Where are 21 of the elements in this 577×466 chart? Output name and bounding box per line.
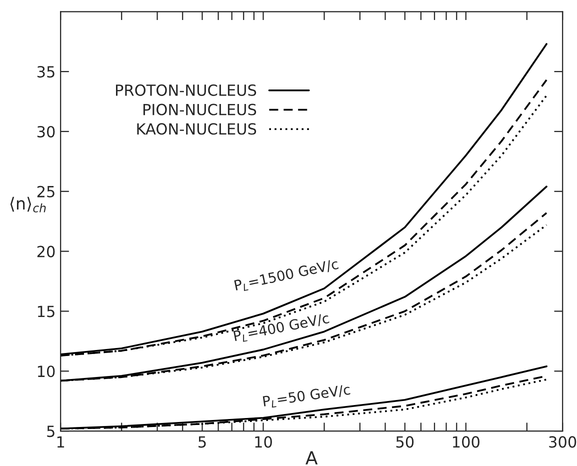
- x-tick-label: 5: [198, 436, 206, 448]
- legend-label: PROTON-NUCLEUS: [116, 84, 256, 96]
- x-axis-title: A: [306, 451, 318, 464]
- x-tick-label: 100: [452, 436, 480, 448]
- y-tick-label: 5: [47, 426, 54, 438]
- y-tick-label: 25: [37, 186, 54, 198]
- y-axis-title: ⟨n⟩$_{ch}$: [10, 196, 46, 212]
- x-tick-label: 10: [255, 436, 272, 448]
- legend-label: KAON-NUCLEUS: [137, 123, 256, 135]
- legend-label: PION-NUCLEUS: [143, 104, 256, 116]
- y-tick-label: 10: [38, 366, 55, 378]
- x-tick-label: 50: [396, 436, 414, 448]
- y-tick-label: 20: [37, 246, 55, 258]
- y-tick-label: 30: [37, 126, 55, 138]
- x-tick-label: 1: [57, 436, 64, 448]
- y-tick-label: 35: [37, 66, 54, 78]
- annotation: P$_{L}$=50 GeV/c: [262, 384, 351, 409]
- x-tick-label: 300: [549, 436, 576, 448]
- annotation: P$_{L}$=400 GeV/c: [233, 312, 330, 344]
- annotation: P$_{L}$=1500 GeV/c: [234, 258, 340, 293]
- y-tick-label: 15: [38, 306, 54, 318]
